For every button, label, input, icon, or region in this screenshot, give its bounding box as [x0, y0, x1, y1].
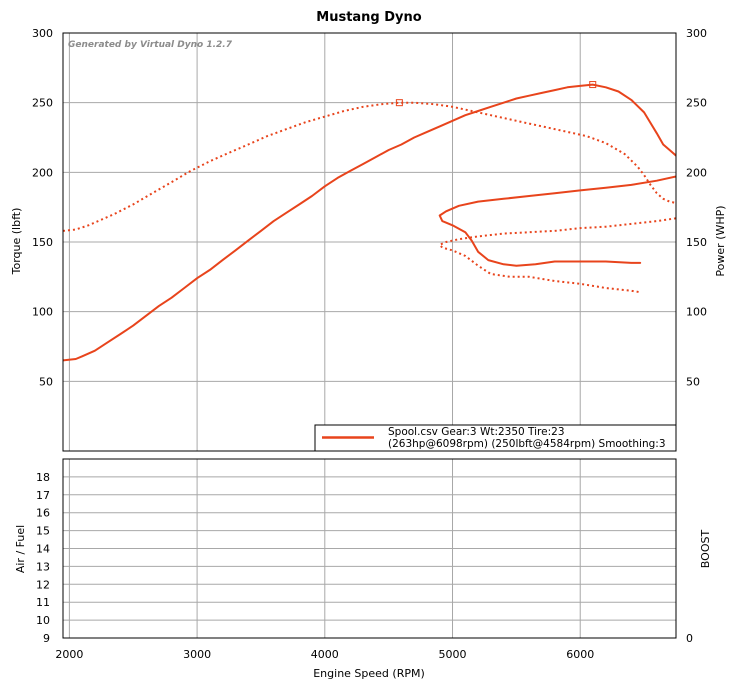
power-tick-label: 250: [686, 97, 707, 110]
power-axis-label: Power (WHP): [714, 205, 727, 276]
legend-line-1: Spool.csv Gear:3 Wt:2350 Tire:23: [388, 426, 565, 438]
air-fuel-tick-label: 17: [36, 489, 50, 502]
air-fuel-tick-label: 18: [36, 471, 50, 484]
rpm-tick-label: 3000: [183, 648, 211, 661]
power-tick-label: 50: [686, 375, 700, 388]
top-grid: [63, 32, 676, 451]
torque-tick-label: 50: [39, 375, 53, 388]
air-fuel-tick-labels: 9 10 11 12 13 14 15 16 17 18: [36, 471, 50, 645]
air-fuel-tick-label: 15: [36, 525, 50, 538]
torque-tick-label: 150: [32, 236, 53, 249]
peak-marker: [589, 81, 597, 89]
air-fuel-tick-label: 12: [36, 578, 50, 591]
power-tick-label: 300: [686, 27, 707, 40]
series-line-1: [63, 83, 676, 362]
boost-axis-label: BOOST: [699, 530, 712, 569]
rpm-tick-label: 2000: [55, 648, 83, 661]
boost-tick-labels: 0: [686, 632, 693, 645]
torque-tick-labels: 50 100 150 200 250 300: [32, 27, 53, 388]
torque-tick-label: 100: [32, 306, 53, 319]
watermark: Generated by Virtual Dyno 1.2.7: [68, 40, 233, 50]
rpm-tick-label: 4000: [311, 648, 339, 661]
chart-title: Mustang Dyno: [316, 10, 422, 25]
legend-box: [314, 424, 677, 452]
air-fuel-tick-label: 16: [36, 507, 50, 520]
top-series-group: [63, 81, 676, 362]
series-line-2: [63, 101, 676, 232]
power-tick-label: 200: [686, 166, 707, 179]
power-tick-labels: 50 100 150 200 250 300: [686, 27, 707, 388]
rpm-tick-label: 6000: [566, 648, 594, 661]
series-line-4: [438, 217, 676, 294]
rpm-axis-label: Engine Speed (RPM): [313, 667, 425, 680]
rpm-tick-labels: 2000 3000 4000 5000 6000: [55, 648, 594, 661]
rpm-tick-label: 5000: [439, 648, 467, 661]
bottom-plot-frame: [62, 458, 677, 639]
bottom-grid: [63, 459, 676, 639]
series-line-3: [438, 175, 676, 267]
air-fuel-tick-label: 13: [36, 560, 50, 573]
legend-line-2: (263hp@6098rpm) (250lbft@4584rpm) Smooth…: [388, 438, 666, 450]
torque-tick-label: 200: [32, 166, 53, 179]
torque-tick-label: 300: [32, 27, 53, 40]
power-tick-label: 150: [686, 236, 707, 249]
boost-tick-label: 0: [686, 632, 693, 645]
air-fuel-tick-label: 9: [43, 632, 50, 645]
air-fuel-tick-label: 11: [36, 596, 50, 609]
air-fuel-tick-label: 14: [36, 543, 50, 556]
air-fuel-tick-label: 10: [36, 614, 50, 627]
air-fuel-axis-label: Air / Fuel: [14, 525, 27, 573]
power-tick-label: 100: [686, 306, 707, 319]
torque-tick-label: 250: [32, 97, 53, 110]
legend: Spool.csv Gear:3 Wt:2350 Tire:23 (263hp@…: [314, 424, 677, 452]
peak-marker: [395, 99, 403, 107]
torque-axis-label: Torque (lbft): [10, 208, 23, 276]
